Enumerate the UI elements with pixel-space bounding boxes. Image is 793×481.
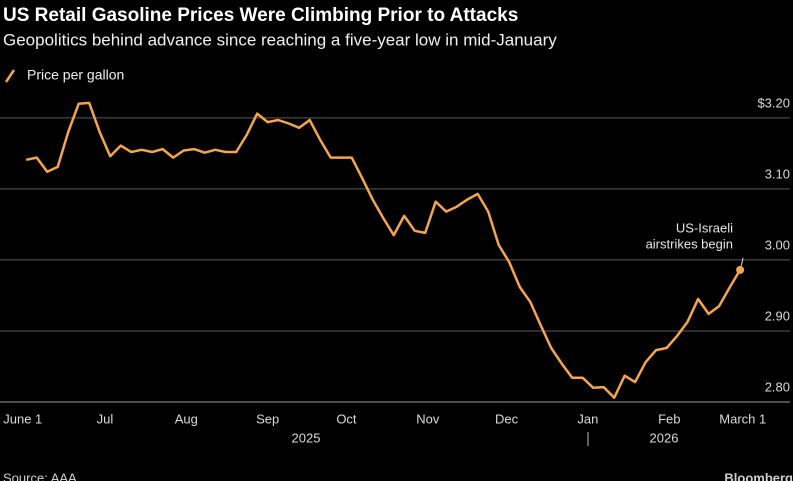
chart-subtitle: Geopolitics behind advance since reachin… bbox=[3, 30, 557, 49]
x-tick-label: June 1 bbox=[3, 411, 42, 426]
x-tick-label: Dec bbox=[495, 411, 519, 426]
y-tick-label: $3.20 bbox=[757, 95, 790, 110]
chart-title: US Retail Gasoline Prices Were Climbing … bbox=[3, 5, 518, 26]
x-tick-label: Oct bbox=[336, 411, 357, 426]
legend-label: Price per gallon bbox=[27, 67, 124, 83]
source: Source: AAA bbox=[3, 470, 77, 481]
annotation-leader bbox=[740, 257, 744, 266]
x-tick-label: Feb bbox=[658, 411, 680, 426]
year-label: 2026 bbox=[650, 430, 679, 445]
x-tick-label: Sep bbox=[256, 411, 279, 426]
annotation-text: US-Israeli bbox=[676, 220, 733, 235]
year-label: 2025 bbox=[292, 430, 321, 445]
x-tick-label: Jan bbox=[577, 411, 598, 426]
y-tick-label: 2.90 bbox=[765, 308, 790, 323]
annotation-text: airstrikes begin bbox=[646, 236, 733, 251]
y-tick-label: 2.80 bbox=[765, 379, 790, 394]
x-tick-label: Aug bbox=[175, 411, 198, 426]
legend-swatch bbox=[4, 69, 16, 83]
y-tick-label: 3.10 bbox=[765, 166, 790, 181]
series-line bbox=[25, 101, 742, 399]
brand: Bloomberg bbox=[724, 470, 793, 481]
x-tick-label: Jul bbox=[97, 411, 114, 426]
x-tick-label: Nov bbox=[416, 411, 440, 426]
x-tick-label: March 1 bbox=[719, 411, 766, 426]
y-tick-label: 3.00 bbox=[765, 237, 790, 252]
annotation-point bbox=[736, 265, 745, 274]
